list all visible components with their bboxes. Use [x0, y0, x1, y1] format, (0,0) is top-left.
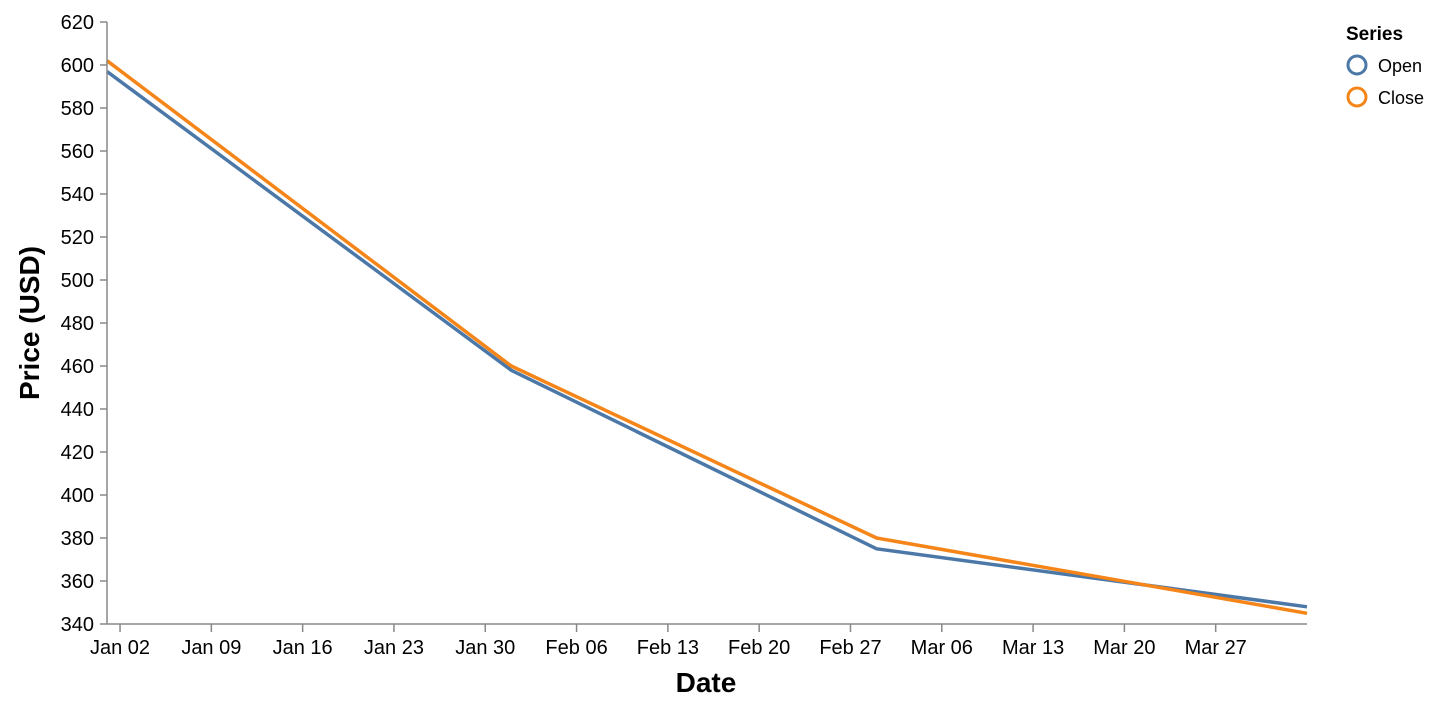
- y-tick-label: 580: [61, 98, 94, 120]
- x-tick-label: Mar 27: [1185, 637, 1247, 659]
- y-tick-label: 440: [61, 399, 94, 421]
- plot-lines: [105, 59, 1308, 616]
- legend-symbol-close: [1346, 86, 1368, 108]
- y-tick-label: 520: [61, 227, 94, 249]
- y-tick-label: 360: [61, 571, 94, 593]
- y-tick-label: 540: [61, 184, 94, 206]
- legend-symbol-open: [1346, 54, 1368, 76]
- series-line-open: [105, 70, 1308, 609]
- legend-title: Series: [1346, 24, 1403, 45]
- x-axis-title: Date: [676, 667, 737, 698]
- y-tick-label: 420: [61, 442, 94, 464]
- x-tick-label: Feb 20: [728, 637, 790, 659]
- x-tick-label: Mar 13: [1002, 637, 1064, 659]
- x-tick-label: Feb 06: [545, 637, 607, 659]
- x-tick-label: Jan 16: [273, 637, 333, 659]
- x-tick-label: Jan 09: [181, 637, 241, 659]
- y-tick-label: 500: [61, 270, 94, 292]
- y-tick-label: 620: [61, 12, 94, 34]
- series-line-close: [105, 59, 1308, 616]
- y-axis-title: Price (USD): [14, 246, 45, 400]
- x-tick-label: Jan 30: [455, 637, 515, 659]
- y-axis: 340 360 380 400 420 440 460 480 500 520 540 560 580 6…: [61, 12, 108, 636]
- x-tick-label: Feb 13: [637, 637, 699, 659]
- legend-label-open: Open: [1378, 56, 1422, 76]
- x-tick-label: Mar 06: [911, 637, 973, 659]
- y-tick-label: 600: [61, 55, 94, 77]
- y-tick-label: 460: [61, 356, 94, 378]
- x-tick-label: Feb 27: [819, 637, 881, 659]
- x-tick-label: Jan 02: [90, 637, 150, 659]
- y-tick-label: 380: [61, 528, 94, 550]
- y-tick-label: 560: [61, 141, 94, 163]
- y-tick-label: 340: [61, 614, 94, 636]
- legend: Series Open Close: [1346, 24, 1424, 108]
- y-tick-label: 400: [61, 485, 94, 507]
- x-tick-label: Mar 20: [1093, 637, 1155, 659]
- legend-label-close: Close: [1378, 88, 1424, 108]
- legend-items: Open Close: [1346, 54, 1424, 108]
- x-axis: Jan 02 Jan 09 Jan 16 Jan 23 Jan 30 Feb 06 Feb …: [90, 623, 1307, 659]
- y-tick-label: 480: [61, 313, 94, 335]
- x-tick-label: Jan 23: [364, 637, 424, 659]
